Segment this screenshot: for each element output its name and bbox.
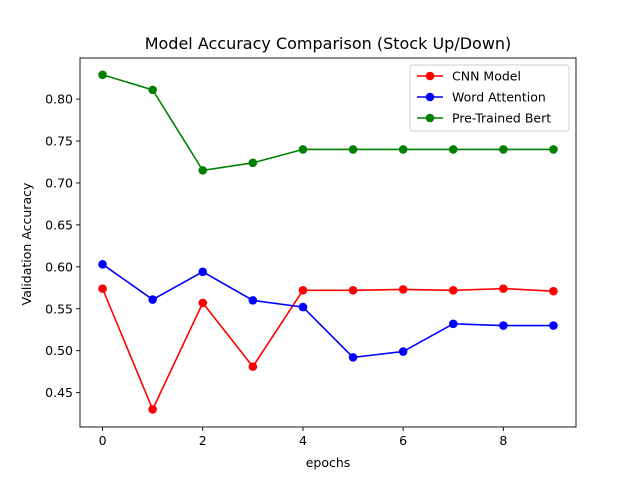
axes-frame [79,57,577,428]
data-point-cnn-model [549,286,558,296]
y-tick-label: 0.70 [45,175,73,190]
data-point-cnn-model [348,286,358,295]
data-point-word-attention [148,295,157,304]
data-point-pre-trained-bert [248,158,258,168]
chart-title: Model Accuracy Comparison (Stock Up/Down… [145,34,512,53]
data-point-word-attention [248,296,258,305]
data-point-word-attention [499,321,508,330]
x-tick-label: 0 [99,433,107,448]
x-tick-label: 4 [299,433,307,448]
legend-marker-pre-trained-bert [425,113,435,123]
legend-marker-cnn-model [425,71,435,81]
y-tick-label: 0.65 [45,217,73,232]
data-point-cnn-model [448,286,458,295]
data-point-cnn-model [98,284,107,293]
data-point-pre-trained-bert [198,166,208,175]
y-tick-label: 0.50 [45,343,73,358]
legend-label-word-attention: Word Attention [452,90,546,105]
legend-marker-word-attention [425,92,435,102]
data-point-cnn-model [398,285,408,294]
data-point-word-attention [98,260,107,269]
y-tick-label: 0.80 [45,92,73,107]
series-line-word-attention [102,263,554,359]
plot-area [98,70,558,414]
data-point-word-attention [448,319,458,329]
x-tick-label: 2 [199,433,207,448]
data-point-word-attention [549,321,558,330]
y-axis-label: Validation Accuracy [19,182,34,305]
data-point-word-attention [348,353,358,362]
data-point-pre-trained-bert [398,145,408,154]
series-line-cnn-model [101,287,554,412]
y-tick-label: 0.75 [45,134,73,149]
data-point-cnn-model [499,284,508,293]
data-point-pre-trained-bert [148,85,157,95]
series-line-pre-trained-bert [102,74,554,172]
x-axis-label: epochs [306,455,351,470]
data-point-cnn-model [198,298,208,308]
data-point-pre-trained-bert [298,145,308,154]
data-point-word-attention [198,267,208,277]
data-point-pre-trained-bert [98,70,107,80]
data-point-pre-trained-bert [549,145,558,154]
data-point-cnn-model [248,362,258,371]
y-tick-label: 0.60 [45,259,73,274]
data-point-word-attention [398,347,408,356]
data-point-pre-trained-bert [499,145,508,154]
y-tick-label: 0.45 [45,385,73,400]
data-point-word-attention [298,302,308,312]
x-tick-label: 8 [499,433,507,448]
y-tick-label: 0.55 [45,301,73,316]
data-point-cnn-model [148,405,157,414]
legend: CNN Model Word Attention Pre-Trained Bert [409,64,570,132]
legend-label-pre-trained-bert: Pre-Trained Bert [452,111,551,126]
x-tick-label: 6 [399,433,407,448]
legend-label-cnn-model: CNN Model [452,69,521,84]
data-point-pre-trained-bert [448,145,458,154]
legend-box [409,64,570,132]
data-point-pre-trained-bert [348,145,358,154]
data-point-cnn-model [298,286,308,295]
